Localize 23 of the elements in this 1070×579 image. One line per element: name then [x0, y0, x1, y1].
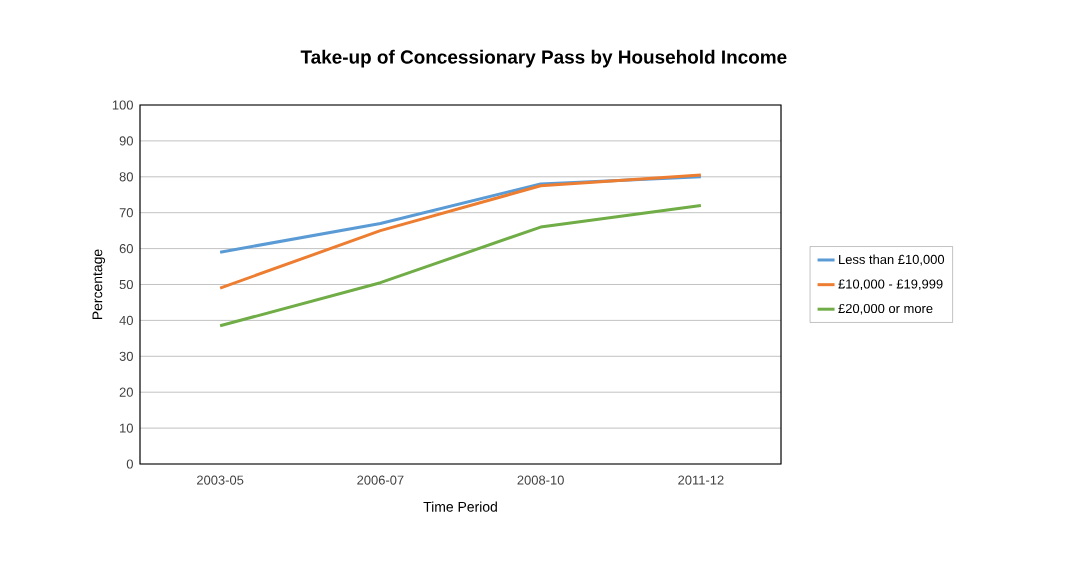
x-tick-label: 2011-12 [678, 475, 724, 485]
y-tick-label: 30 [119, 351, 133, 361]
x-axis-title: Time Period [423, 501, 497, 512]
legend-label: £20,000 or more [838, 303, 933, 315]
y-tick-label: 80 [119, 172, 133, 182]
line-series [218, 173, 703, 290]
y-tick-label: 70 [119, 208, 133, 218]
x-tick-label: 2008-10 [517, 475, 564, 485]
y-axis-title: Percentage [92, 249, 106, 320]
y-tick-label: 60 [119, 244, 133, 254]
y-tick-label: 40 [119, 315, 133, 325]
y-tick-label: 0 [126, 459, 133, 469]
y-tick-label: 90 [119, 136, 133, 146]
x-tick-label: 2006-07 [357, 475, 404, 485]
y-tick-label: 50 [119, 279, 133, 290]
y-tick-label: 10 [120, 423, 133, 433]
line-series [218, 204, 703, 328]
chart-title: Take-up of Concessionary Pass by Household Income [300, 49, 787, 68]
legend-label: Less than £10,000 [839, 254, 945, 266]
y-tick-label: 20 [119, 387, 133, 397]
x-tick-label: 2003-05 [197, 475, 244, 485]
y-tick-label: 100 [112, 100, 133, 110]
legend-label: £10,000 - £19,999 [838, 279, 943, 291]
